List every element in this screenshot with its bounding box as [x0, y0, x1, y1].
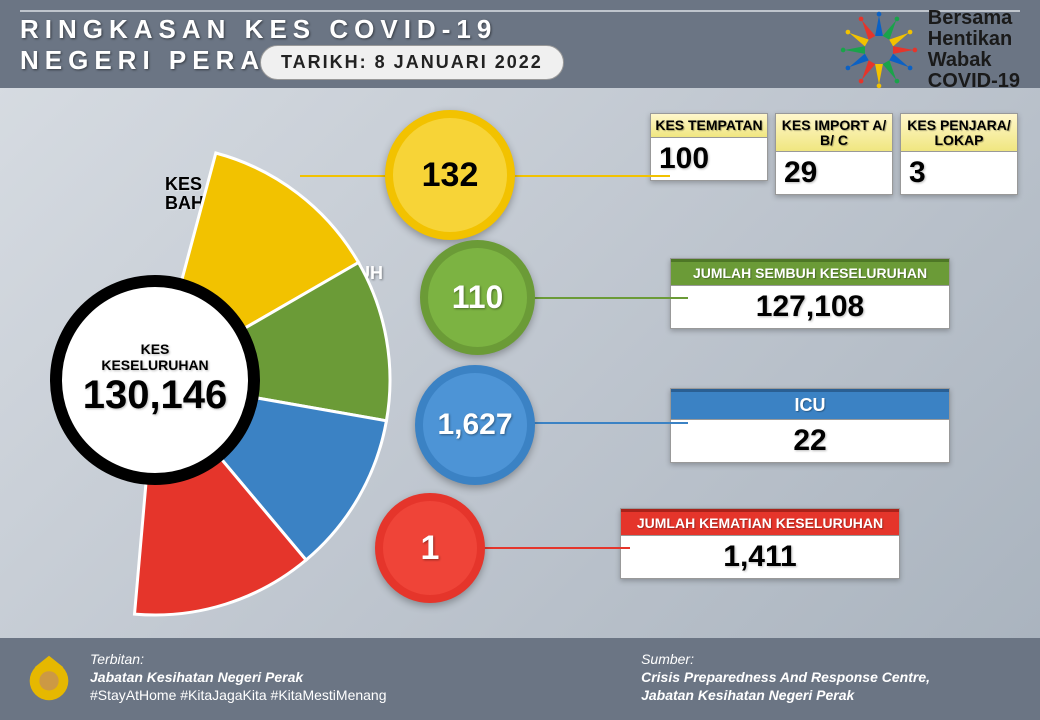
- label-recovered: KESSEMBUH: [305, 245, 383, 283]
- label-new-cases: KESBAHARU: [165, 175, 243, 213]
- footer-left: Terbitan: Jabatan Kesihatan Negeri Perak…: [90, 650, 387, 705]
- total-cases-circle: KESKESELURUHAN 130,146: [50, 275, 260, 485]
- circle-recovered: 110: [420, 240, 535, 355]
- brand-logo-icon: [840, 11, 918, 89]
- hdr-prison: KES PENJARA/ LOKAP: [901, 114, 1017, 152]
- brand-block: Bersama Hentikan Wabak COVID-19: [840, 8, 1020, 92]
- value-deaths: 1: [421, 529, 440, 568]
- connector-recovered: [528, 297, 688, 299]
- val-prison: 3: [901, 152, 1017, 194]
- value-treated: 1,627: [437, 408, 512, 442]
- label-treated: JUMLAHDIRAWAT: [282, 385, 364, 423]
- circle-deaths: 1: [375, 493, 485, 603]
- hdr-import: KES IMPORT A/ B/ C: [776, 114, 892, 152]
- box-icu: ICU 22: [670, 388, 950, 463]
- val-death-total: 1,411: [621, 536, 899, 578]
- box-import-cases: KES IMPORT A/ B/ C 29: [775, 113, 893, 195]
- box-prison-cases: KES PENJARA/ LOKAP 3: [900, 113, 1018, 195]
- val-local: 100: [651, 138, 767, 180]
- hdr-icu: ICU: [671, 389, 949, 420]
- val-icu: 22: [671, 420, 949, 462]
- total-label: KESKESELURUHAN: [101, 342, 208, 373]
- val-import: 29: [776, 152, 892, 194]
- footer-right: Sumber: Crisis Preparedness And Response…: [641, 650, 930, 705]
- brand-text: Bersama Hentikan Wabak COVID-19: [928, 8, 1020, 92]
- hdr-death-total: JUMLAH KEMATIAN KESELURUHAN: [621, 509, 899, 536]
- crest-icon: [20, 648, 78, 706]
- brand-line1: Bersama: [928, 8, 1020, 29]
- brand-line4: COVID-19: [928, 71, 1020, 92]
- hdr-recov-total: JUMLAH SEMBUH KESELURUHAN: [671, 259, 949, 286]
- hdr-local: KES TEMPATAN: [651, 114, 767, 138]
- footer: Terbitan: Jabatan Kesihatan Negeri Perak…: [0, 638, 1040, 720]
- date-pill: TARIKH: 8 JANUARI 2022: [260, 45, 564, 80]
- box-local-cases: KES TEMPATAN 100: [650, 113, 768, 181]
- box-total-recovered: JUMLAH SEMBUH KESELURUHAN 127,108: [670, 258, 950, 329]
- value-new: 132: [422, 156, 479, 195]
- brand-line3: Wabak: [928, 50, 1020, 71]
- circle-new-cases: 132: [385, 110, 515, 240]
- date-value: 8 JANUARI 2022: [375, 52, 543, 72]
- brand-line2: Hentikan: [928, 29, 1020, 50]
- total-value: 130,146: [83, 373, 228, 418]
- box-total-deaths: JUMLAH KEMATIAN KESELURUHAN 1,411: [620, 508, 900, 579]
- connector-treated: [528, 422, 688, 424]
- value-recovered: 110: [452, 279, 504, 316]
- label-deaths: KEMATIAN: [205, 490, 299, 509]
- circle-treated: 1,627: [415, 365, 535, 485]
- connector-death: [470, 547, 630, 549]
- date-label: TARIKH:: [281, 52, 368, 72]
- val-recov-total: 127,108: [671, 286, 949, 328]
